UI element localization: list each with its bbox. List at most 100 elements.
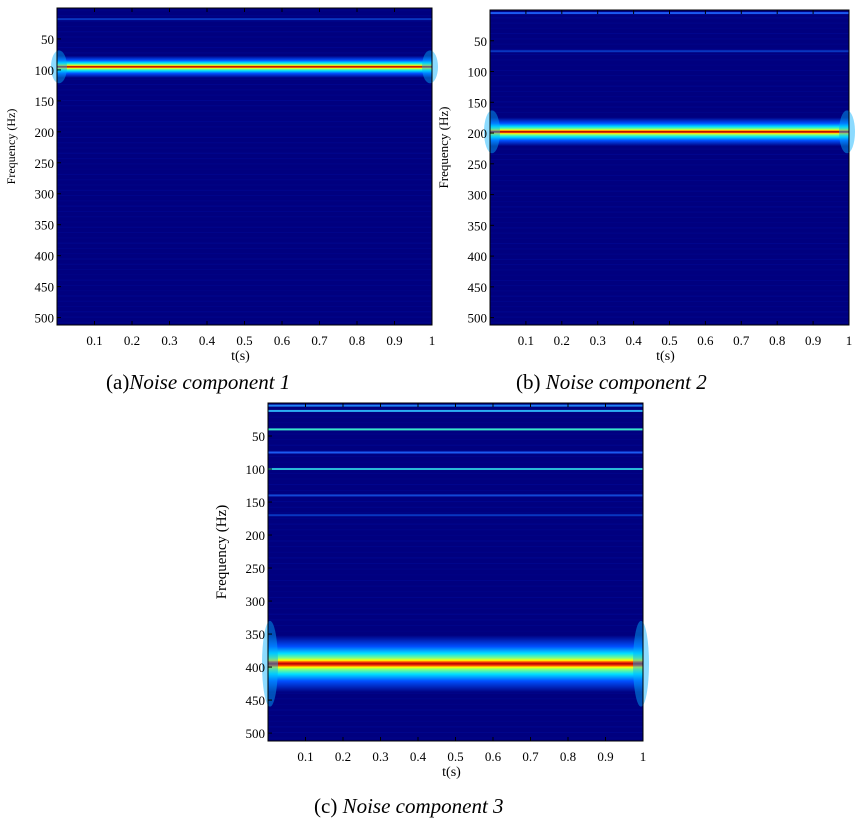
x-tick-label: 0.2 — [554, 333, 570, 348]
y-tick-label: 50 — [252, 429, 265, 444]
x-tick-label: 0.8 — [560, 749, 576, 764]
x-tick-label: 0.7 — [311, 333, 328, 348]
x-tick-label: 0.8 — [349, 333, 365, 348]
caption-b-text: Noise component 2 — [545, 370, 707, 394]
y-tick-label: 250 — [468, 157, 488, 172]
frequency-band — [268, 451, 643, 454]
y-tick-label: 300 — [35, 187, 55, 202]
frequency-band — [268, 514, 643, 517]
y-tick-label: 400 — [35, 249, 55, 264]
caption-c: (c) Noise component 3 — [314, 794, 504, 819]
caption-c-prefix: (c) — [314, 794, 343, 818]
frequency-band — [268, 468, 643, 471]
x-axis-label: t(s) — [656, 349, 675, 364]
x-tick-label: 1 — [640, 749, 647, 764]
y-tick-label: 150 — [35, 94, 55, 109]
x-tick-label: 0.4 — [410, 749, 427, 764]
x-tick-label: 0.4 — [625, 333, 642, 348]
y-tick-label: 450 — [246, 693, 266, 708]
x-tick-label: 0.1 — [86, 333, 102, 348]
spectrogram-a: 0.1 0.2 0.3 0.4 0.5 0.6 0.7 0.8 0.9 1501001502002… — [4, 7, 438, 364]
x-tick-label: 0.4 — [199, 333, 216, 348]
caption-b-prefix: (b) — [516, 370, 546, 394]
y-tick-label: 250 — [246, 561, 266, 576]
plot-background — [490, 10, 849, 325]
y-tick-label: 150 — [246, 495, 266, 510]
y-axis-label: Frequency (Hz) — [214, 505, 230, 600]
x-tick-label: 0.5 — [661, 333, 677, 348]
y-tick-label: 50 — [41, 32, 54, 47]
x-axis-label: t(s) — [442, 765, 461, 780]
panel-c: 0.1 0.2 0.3 0.4 0.5 0.6 0.7 0.8 0.9 1 50 100 150 200 2… — [210, 398, 660, 788]
y-tick-label: 500 — [246, 726, 266, 741]
x-tick-label: 1 — [429, 333, 436, 348]
band-edge-glow — [51, 50, 67, 84]
y-tick-label: 450 — [468, 280, 488, 295]
x-tick-label: 0.7 — [522, 749, 539, 764]
y-tick-label: 100 — [246, 462, 266, 477]
x-tick-label: 0.5 — [447, 749, 463, 764]
x-tick-label: 0.1 — [518, 333, 534, 348]
frequency-band — [490, 117, 849, 147]
band-edge-glow — [262, 620, 278, 707]
y-tick-label: 350 — [246, 627, 266, 642]
band-edge-glow — [839, 110, 855, 154]
y-tick-label: 150 — [468, 95, 488, 110]
band-edge-glow — [484, 110, 500, 154]
y-axis-label: Frequency (Hz) — [436, 107, 451, 189]
x-tick-label: 0.2 — [124, 333, 140, 348]
frequency-band — [57, 55, 432, 78]
y-axis-label: Frequency (Hz) — [4, 109, 18, 185]
y-tick-label: 300 — [468, 188, 488, 203]
y-tick-label: 350 — [35, 218, 55, 233]
x-tick-label: 0.7 — [733, 333, 750, 348]
y-tick-label: 200 — [468, 126, 488, 141]
y-tick-label: 450 — [35, 280, 55, 295]
y-tick-label: 50 — [474, 34, 487, 49]
caption-a-prefix: (a) — [106, 370, 130, 394]
x-tick-label: 0.8 — [769, 333, 785, 348]
y-tick-label: 500 — [468, 311, 488, 326]
x-tick-label: 0.3 — [161, 333, 177, 348]
y-tick-label: 400 — [246, 660, 266, 675]
y-tick-label: 100 — [468, 65, 488, 80]
y-tick-label: 350 — [468, 218, 488, 233]
x-tick-label: 0.2 — [335, 749, 351, 764]
x-tick-label: 0.5 — [236, 333, 252, 348]
caption-a-text: Noise component 1 — [129, 370, 291, 394]
spectrogram-c: 0.1 0.2 0.3 0.4 0.5 0.6 0.7 0.8 0.9 1501001502002… — [214, 402, 649, 780]
panel-a: 0.1 0.2 0.3 0.4 0.5 0.6 0.7 0.8 0.9 1 50 100 150 200 2… — [0, 0, 440, 368]
x-tick-label: 0.1 — [297, 749, 313, 764]
caption-a: (a)Noise component 1 — [106, 370, 290, 395]
caption-c-text: Noise component 3 — [342, 794, 504, 818]
x-axis-label: t(s) — [231, 349, 250, 364]
frequency-band — [268, 635, 643, 693]
y-tick-label: 200 — [246, 528, 266, 543]
band-edge-glow — [633, 620, 649, 707]
frequency-band — [490, 50, 849, 53]
x-tick-label: 0.9 — [386, 333, 402, 348]
caption-b: (b) Noise component 2 — [516, 370, 707, 395]
y-tick-label: 400 — [468, 249, 488, 264]
x-tick-label: 0.6 — [697, 333, 714, 348]
plot-background — [57, 8, 432, 325]
panel-b: 0.1 0.2 0.3 0.4 0.5 0.6 0.7 0.8 0.9 1 50 100 150 200 2… — [436, 0, 857, 368]
frequency-band — [268, 428, 643, 431]
x-tick-label: 0.3 — [372, 749, 388, 764]
y-tick-label: 500 — [35, 311, 55, 326]
y-tick-label: 300 — [246, 594, 266, 609]
band-edge-glow — [422, 50, 438, 84]
x-tick-label: 0.6 — [274, 333, 291, 348]
frequency-band — [57, 18, 432, 21]
x-tick-label: 0.3 — [590, 333, 606, 348]
x-tick-label: 0.6 — [485, 749, 502, 764]
x-tick-label: 0.9 — [597, 749, 613, 764]
x-tick-label: 0.9 — [805, 333, 821, 348]
y-tick-label: 200 — [35, 125, 55, 140]
y-tick-label: 100 — [35, 63, 55, 78]
spectrogram-b: 0.1 0.2 0.3 0.4 0.5 0.6 0.7 0.8 0.9 1501001502002… — [436, 9, 855, 364]
y-tick-label: 250 — [35, 156, 55, 171]
frequency-band — [268, 409, 643, 412]
x-tick-label: 1 — [846, 333, 853, 348]
frequency-band — [268, 494, 643, 497]
